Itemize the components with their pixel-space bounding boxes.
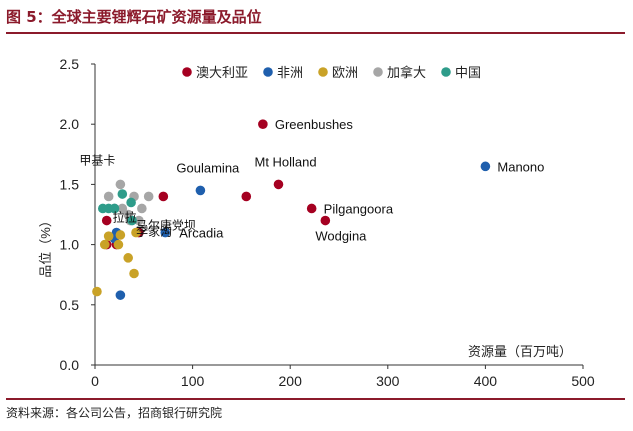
- point-label: Arcadia: [179, 226, 224, 241]
- data-point: [115, 290, 126, 300]
- axes: 0 100 200 300 400 500 0.0 0.5 1.0 1.5 2.0 2.5: [60, 56, 595, 389]
- data-point: [127, 215, 137, 226]
- y-axis-label: 品位（%）: [38, 214, 53, 278]
- figure-source: 资料来源：各公司公告，招商银行研究院: [6, 406, 223, 420]
- y-tick-label: 0.5: [60, 297, 80, 313]
- x-tick-label: 200: [279, 373, 303, 389]
- legend-label: 非洲: [277, 65, 303, 80]
- data-point: [103, 203, 114, 214]
- point-label: 甲基卡: [79, 153, 115, 167]
- data-point: [258, 119, 268, 129]
- point-labels: Greenbushes Mt Holland Pilgangoora Wodgina M…: [79, 117, 544, 243]
- x-tick-label: 100: [181, 373, 205, 389]
- x-tick-label: 300: [376, 373, 400, 389]
- data-point: [115, 179, 126, 190]
- data-point: [143, 191, 154, 202]
- point-label: Greenbushes: [275, 117, 354, 132]
- data-point: [273, 179, 284, 190]
- scatter-chart: 0 100 200 300 400 500 0.0 0.5 1.0 1.5 2.0 2.5 Green…: [38, 56, 595, 389]
- legend-marker: [182, 67, 192, 77]
- data-point: [131, 227, 141, 238]
- data-point: [158, 191, 169, 202]
- y-tick-label: 1.5: [60, 176, 80, 192]
- point-label: 马尔康党坝: [136, 218, 196, 233]
- data-point: [92, 286, 102, 297]
- leader-line: [142, 222, 152, 233]
- data-point: [126, 197, 136, 208]
- data-point: [306, 203, 317, 214]
- point-label: Goulamina: [176, 160, 240, 175]
- point-label: Manono: [497, 159, 544, 174]
- data-point: [101, 215, 112, 226]
- legend-label: 欧洲: [332, 65, 358, 80]
- data-point: [113, 239, 124, 250]
- data-point: [134, 215, 144, 226]
- figure-title: 图 5：全球主要锂辉石矿资源量及品位: [6, 8, 262, 26]
- data-point: [129, 268, 139, 279]
- point-label: Mt Holland: [254, 154, 316, 169]
- legend-label: 中国: [455, 65, 481, 80]
- x-tick-label: 500: [571, 373, 595, 389]
- point-label: 拉拉: [113, 209, 137, 224]
- data-point: [241, 191, 252, 202]
- data-point: [103, 191, 114, 202]
- data-point: [117, 189, 128, 199]
- data-points: [92, 119, 491, 300]
- legend-label: 澳大利亚: [196, 65, 248, 80]
- data-point: [137, 203, 147, 214]
- y-tick-label: 2.0: [60, 116, 80, 132]
- data-point: [103, 231, 114, 241]
- data-point: [115, 230, 126, 240]
- data-point: [195, 185, 206, 196]
- legend-marker: [441, 67, 451, 77]
- point-label: Pilgangoora: [324, 201, 394, 216]
- y-tick-label: 2.5: [60, 56, 80, 72]
- data-point: [99, 239, 110, 250]
- data-point: [123, 253, 133, 263]
- legend-marker: [373, 67, 383, 77]
- x-tick-label: 400: [474, 373, 498, 389]
- point-label: 李家沟: [136, 224, 172, 239]
- point-label: Wodgina: [315, 229, 367, 244]
- legend-marker: [263, 67, 273, 77]
- x-tick-label: 0: [91, 373, 99, 389]
- x-axis-label: 资源量（百万吨）: [468, 344, 572, 359]
- data-point: [117, 203, 128, 214]
- data-point: [160, 227, 171, 238]
- y-tick-label: 1.0: [60, 237, 80, 253]
- source-rule: [6, 398, 625, 400]
- title-rule: [6, 32, 625, 34]
- data-point: [320, 215, 331, 226]
- data-point: [480, 161, 491, 172]
- legend: 澳大利亚 非洲 欧洲 加拿大 中国: [182, 65, 481, 80]
- legend-marker: [318, 67, 328, 77]
- legend-label: 加拿大: [387, 65, 426, 80]
- y-tick-label: 0.0: [60, 357, 80, 373]
